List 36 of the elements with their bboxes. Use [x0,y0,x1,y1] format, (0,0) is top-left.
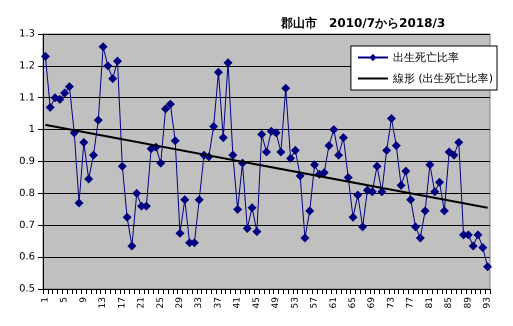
legend-label: 線形 (出生死亡比率) [392,72,494,85]
x-tick-label: 61 [328,297,339,308]
x-tick-label: 89 [463,296,474,308]
x-tick-label: 45 [252,297,262,308]
x-tick-label: 33 [194,297,204,308]
legend-label: 出生死亡比率 [392,51,459,64]
x-tick-label: 25 [156,297,166,308]
y-tick-label: 1.2 [19,60,35,72]
y-tick-label: 1 [28,124,35,136]
x-tick-label: 1 [40,297,50,303]
x-tick-label: 81 [424,297,435,308]
x-tick-label: 57 [310,297,320,308]
x-tick-label: 41 [232,297,243,308]
x-tick-label: 21 [136,297,147,308]
y-tick-label: 1.1 [19,92,35,104]
x-tick-label: 13 [98,297,108,308]
x-tick-label: 53 [290,297,300,308]
x-tick-label: 29 [174,296,185,308]
x-tick-label: 49 [271,296,282,308]
y-tick-label: 0.5 [19,284,35,294]
chart-title: 郡山市 2010/7から2018/3 [280,16,446,30]
x-tick-label: 5 [60,297,70,303]
x-tick-label: 37 [213,297,224,308]
x-tick-label: 93 [482,297,493,308]
x-tick-label: 85 [444,297,454,308]
x-tick-label: 17 [117,297,128,308]
y-tick-label: 0.9 [19,156,35,167]
y-tick-label: 0.8 [19,188,35,199]
y-tick-label: 1.3 [19,28,35,40]
x-tick-label: 9 [78,296,89,303]
y-tick-label: 0.7 [19,220,35,231]
x-tick-label: 65 [348,297,358,308]
y-tick-label: 0.6 [19,252,35,263]
x-tick-label: 77 [406,297,416,308]
x-tick-label: 69 [367,296,378,308]
x-tick-label: 73 [386,297,396,308]
